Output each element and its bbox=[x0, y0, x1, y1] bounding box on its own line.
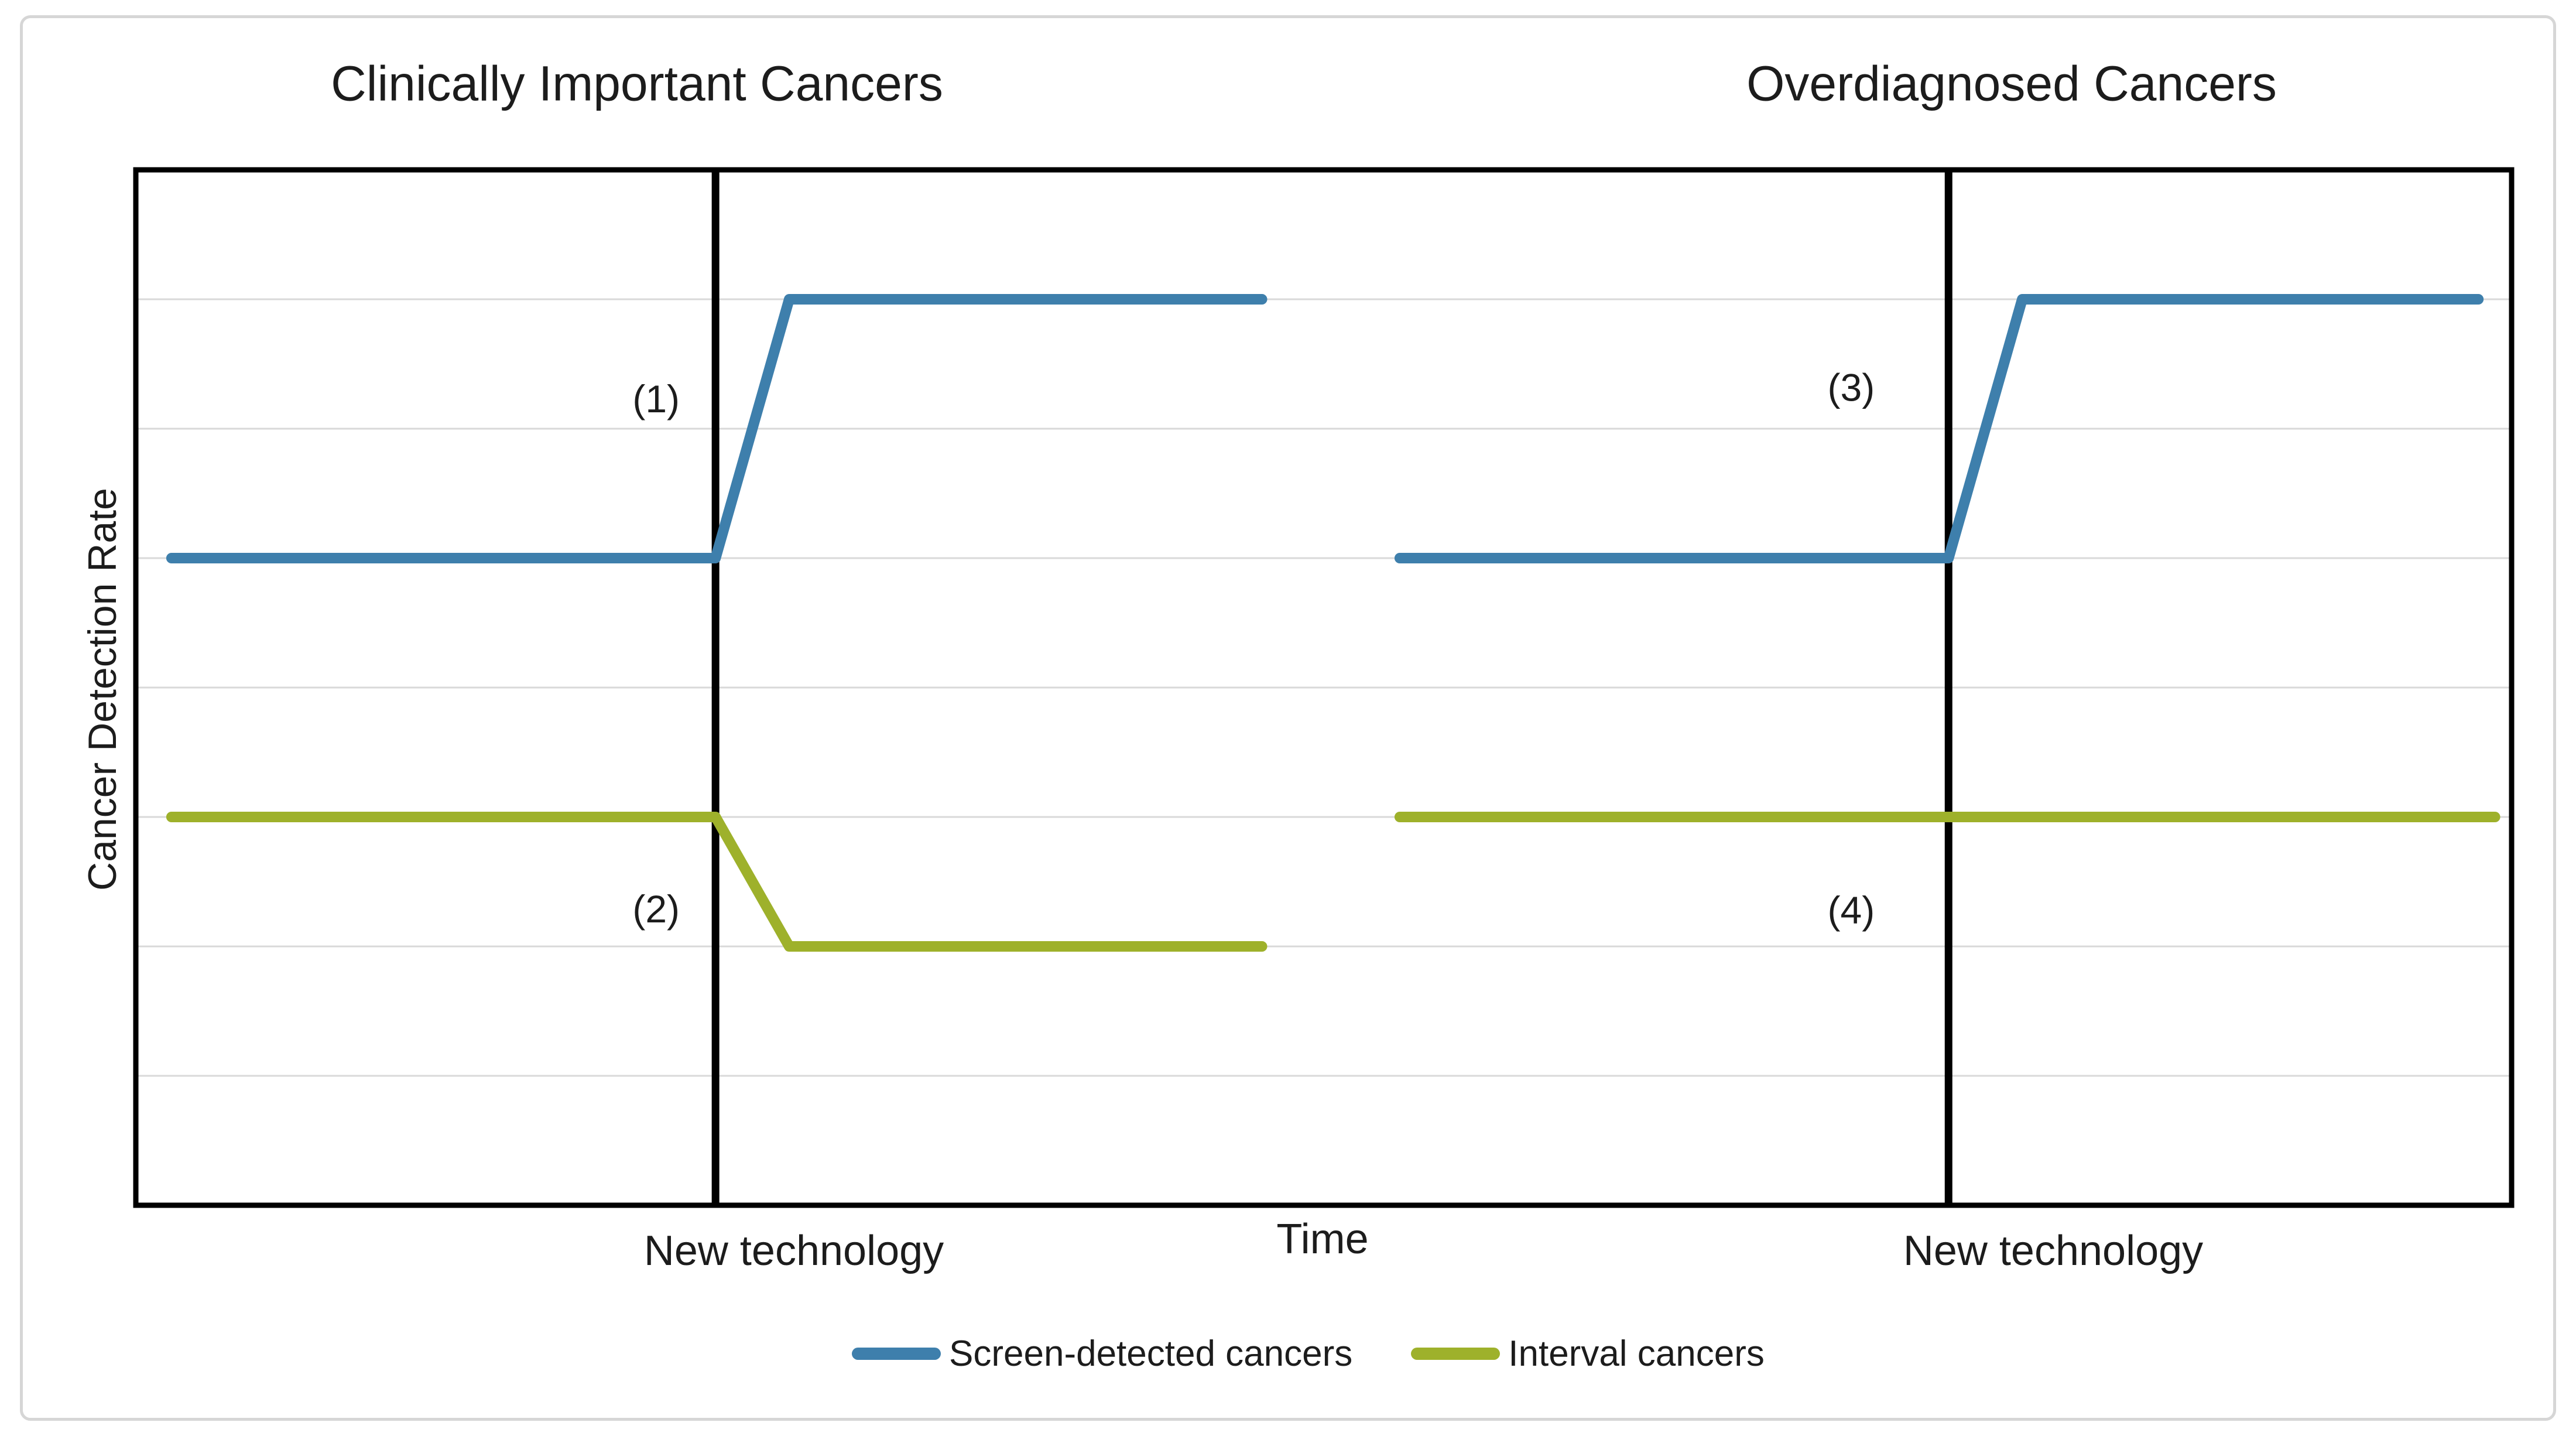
series-line-screen-detected-cancers-left bbox=[166, 294, 1268, 563]
plot-border bbox=[133, 167, 2515, 1208]
event-label-left: New technology bbox=[643, 1228, 944, 1274]
legend-label-interval: Interval cancers bbox=[1508, 1334, 1765, 1374]
panel-title-left: Clinically Important Cancers bbox=[331, 56, 943, 111]
figure-card bbox=[20, 15, 2556, 1421]
series-line-interval-cancers-left bbox=[166, 812, 1268, 952]
legend-swatch-interval bbox=[1411, 1348, 1501, 1360]
panel-title-right: Overdiagnosed Cancers bbox=[1746, 56, 2277, 111]
annotation: (4) bbox=[1828, 888, 1875, 932]
x-axis-label: Time bbox=[1276, 1216, 1369, 1263]
series-line-screen-detected-cancers-right bbox=[1394, 294, 2484, 563]
annotation: (2) bbox=[632, 887, 680, 931]
event-label-right: New technology bbox=[1903, 1228, 2204, 1274]
annotation: (1) bbox=[632, 377, 680, 420]
chart-legend: Screen-detected cancers Interval cancers bbox=[852, 1333, 1765, 1375]
legend-label-screen-detected: Screen-detected cancers bbox=[949, 1334, 1353, 1374]
annotation: (3) bbox=[1828, 365, 1875, 409]
legend-swatch-screen-detected bbox=[852, 1348, 941, 1360]
y-axis-label: Cancer Detection Rate bbox=[80, 488, 125, 891]
